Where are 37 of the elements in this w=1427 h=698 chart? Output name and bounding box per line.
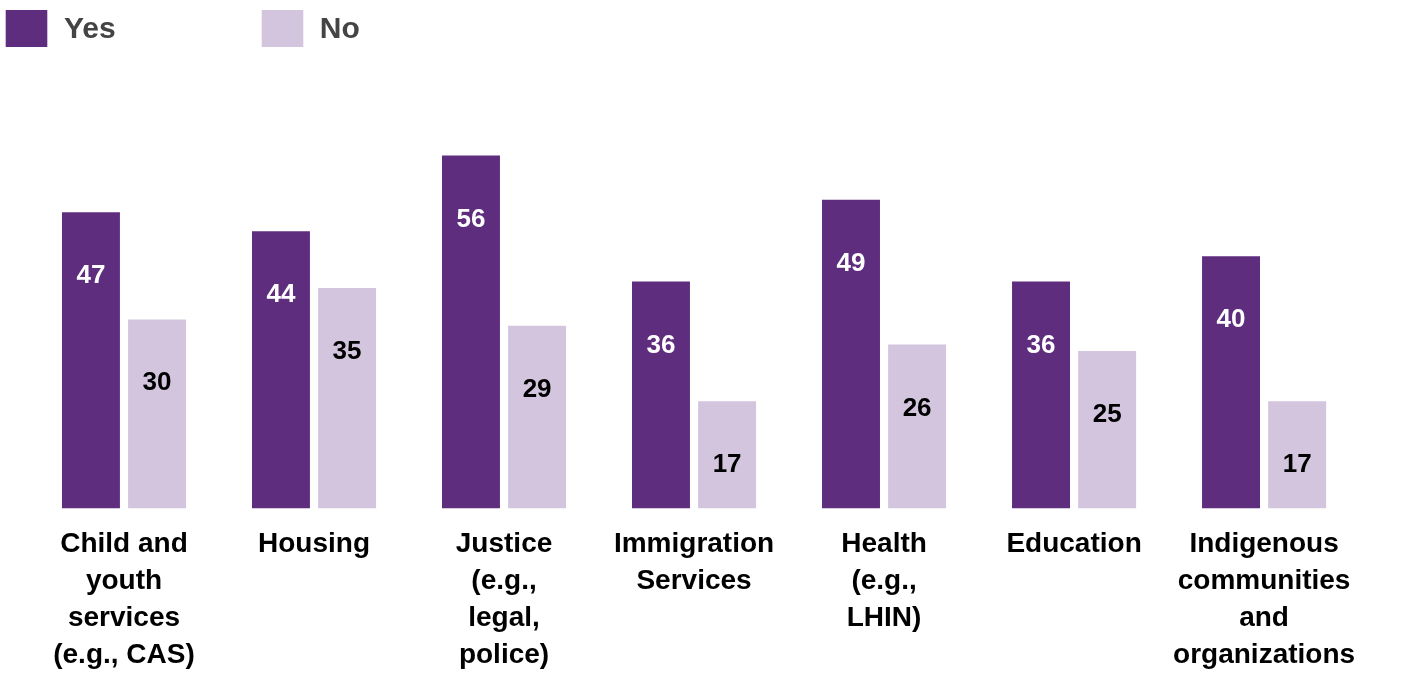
bar	[61, 212, 120, 509]
bar	[632, 281, 690, 509]
bar	[251, 231, 310, 509]
bar	[698, 401, 757, 509]
data-label: 26	[902, 391, 932, 422]
data-label: 56	[456, 202, 486, 233]
bar	[1268, 401, 1327, 509]
data-label: 30	[142, 366, 172, 397]
bar	[128, 319, 187, 509]
data-label: 17	[1282, 448, 1312, 479]
data-label: 47	[76, 259, 106, 290]
bar	[442, 155, 500, 509]
data-label: 36	[1026, 328, 1056, 359]
x-tick-label: Child and youth services (e.g., CAS)	[53, 526, 195, 670]
bar	[318, 287, 377, 509]
x-tick-label: Housing	[258, 526, 371, 558]
x-tick-label: Education	[1006, 526, 1142, 558]
data-label: 25	[1092, 397, 1122, 428]
data-label: 44	[266, 278, 296, 309]
data-label: 29	[522, 372, 552, 403]
data-label: 36	[646, 328, 676, 359]
bar	[888, 344, 947, 509]
x-tick-label: Indigenous communities and organizations	[1173, 526, 1356, 670]
data-label: 49	[836, 246, 866, 277]
bar	[1078, 350, 1137, 509]
bar	[822, 199, 880, 509]
legend-label: Yes	[64, 10, 116, 46]
x-tick-label: Immigration Services	[613, 526, 775, 595]
bar	[508, 325, 567, 509]
x-tick-label: Justice (e.g., legal, police)	[455, 526, 553, 670]
data-label: 17	[712, 448, 742, 479]
x-tick-label: Health (e.g., LHIN)	[841, 526, 927, 632]
data-label: 35	[332, 334, 362, 365]
legend-label: No	[319, 10, 360, 46]
bar	[1202, 256, 1260, 509]
bar	[1012, 281, 1070, 509]
data-label: 40	[1216, 303, 1246, 334]
